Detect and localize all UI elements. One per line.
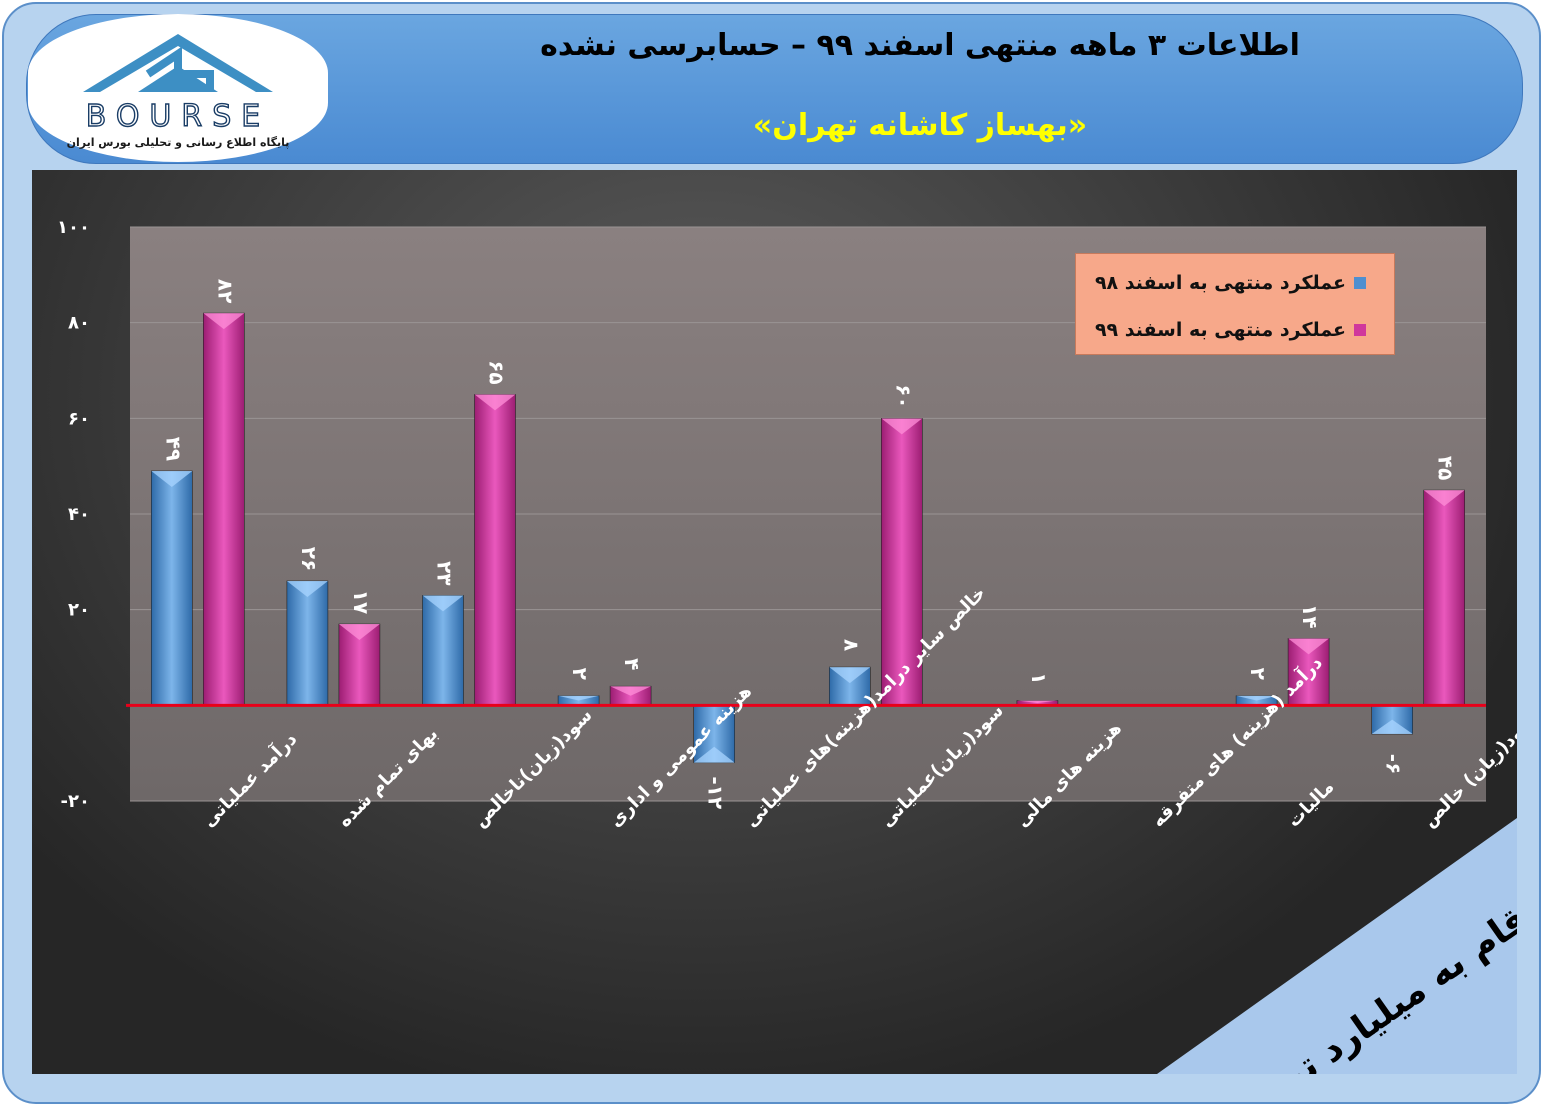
data-label-99: ۱۷	[349, 590, 373, 614]
data-label-98: ۲	[568, 668, 592, 680]
data-label-98: ۲	[1246, 668, 1270, 680]
bar-cap	[829, 667, 871, 684]
legend-label-99: عملکرد منتهی به اسفند ۹۹	[1094, 319, 1346, 341]
data-label-99: ۴۵	[1434, 456, 1458, 480]
legend-label-98: عملکرد منتهی به اسفند ۹۸	[1094, 272, 1346, 294]
logo-tagline: پایگاه اطلاع رسانی و تحلیلی بورس ایران	[67, 136, 290, 149]
bar-cap	[881, 418, 923, 435]
bar-cap	[1236, 695, 1278, 701]
y-tick-label: ۴۰	[68, 504, 90, 525]
bar-cap	[1423, 490, 1465, 507]
bar-cap	[286, 580, 328, 597]
legend-swatch-99	[1354, 324, 1366, 336]
legend-swatch-98	[1354, 277, 1366, 289]
bar-99	[474, 394, 516, 706]
chart-legend: عملکرد منتهی به اسفند ۹۸ عملکرد منتهی به…	[1075, 253, 1395, 355]
data-label-99: ۴	[620, 658, 644, 670]
y-tick-label: ۸۰	[68, 313, 90, 334]
bar-cap	[558, 695, 600, 701]
data-label-98: -۶	[1382, 754, 1406, 775]
bar-cap	[693, 746, 735, 763]
bar-cap	[474, 394, 516, 411]
data-label-98: ۴۹	[161, 437, 185, 461]
bar-cap	[1288, 638, 1330, 655]
company-name: «بهساز کاشانه تهران»	[752, 108, 1088, 143]
data-label-98: ۲۳	[433, 561, 457, 585]
bar-cap	[1016, 700, 1058, 703]
y-tick-label: -۲۰	[61, 791, 90, 812]
bar-98	[151, 470, 193, 706]
y-tick-label: ۶۰	[68, 408, 90, 429]
data-label-99: ۱۴	[1298, 604, 1322, 628]
y-tick-label: ۱۰۰	[57, 217, 90, 238]
bar-cap	[151, 470, 193, 487]
logo-graphic: BOURSE پایگاه اطلاع رسانی و تحلیلی بورس …	[67, 34, 290, 149]
legend-item-99: عملکرد منتهی به اسفند ۹۹	[1076, 310, 1376, 350]
bar-cap	[1371, 719, 1413, 735]
data-label-98: ۸	[839, 639, 863, 651]
bar-99	[1423, 489, 1465, 706]
bar-cap	[610, 686, 652, 696]
data-label-98: ۲۶	[297, 547, 321, 571]
legend-item-98: عملکرد منتهی به اسفند ۹۸	[1076, 263, 1376, 303]
y-tick-label: ۲۰	[68, 600, 90, 621]
bar-cap	[422, 595, 464, 612]
logo-wordmark: BOURSE	[86, 99, 270, 134]
bar-99	[203, 312, 245, 706]
bar-98	[286, 580, 329, 706]
bourse-logo: BOURSE پایگاه اطلاع رسانی و تحلیلی بورس …	[28, 14, 328, 162]
bar-98	[422, 595, 464, 706]
data-label-99: ۸۲	[213, 279, 237, 303]
page-title: اطلاعات ۳ ماهه منتهی اسفند ۹۹ – حسابرسی …	[540, 28, 1300, 63]
data-label-99: ۶۰	[891, 384, 915, 408]
data-label-98: -۱۲	[704, 776, 728, 809]
bar-cap	[203, 313, 245, 330]
data-label-99: ۶۵	[485, 360, 509, 384]
bar-99	[880, 418, 923, 706]
bar-cap	[338, 624, 380, 641]
data-label-99: ۱	[1027, 672, 1051, 684]
